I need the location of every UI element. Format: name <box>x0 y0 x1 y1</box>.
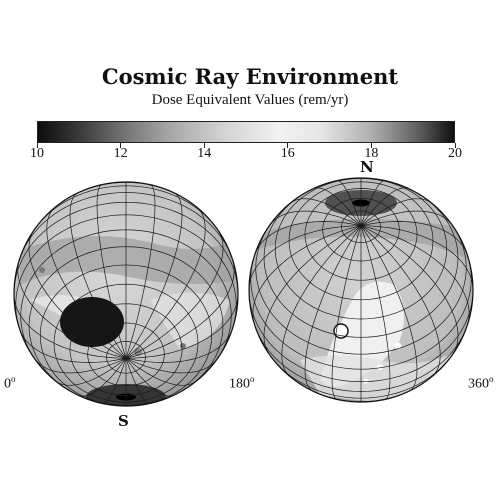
colorbar-tick-label: 16 <box>280 146 295 161</box>
graticule-line <box>125 330 233 363</box>
colorbar-tick-label: 12 <box>113 146 128 161</box>
graticule-line <box>304 225 362 392</box>
colorbar-tick <box>36 143 38 148</box>
graticule-line <box>360 180 385 226</box>
graticule-line <box>17 260 127 359</box>
graticule-line <box>125 357 217 374</box>
graticule-line <box>290 198 362 227</box>
graticule-line <box>125 208 206 359</box>
globe-north-hemisphere <box>249 178 473 402</box>
graticule-line <box>55 357 127 386</box>
graticule-line <box>281 225 362 376</box>
south-pole-label: S <box>118 412 129 430</box>
graticule-line <box>249 225 361 291</box>
graticule-line <box>313 187 362 227</box>
graticule-line <box>125 260 235 359</box>
graticule-line <box>69 192 127 359</box>
graticule-line <box>337 180 362 226</box>
graticule-line <box>19 330 127 363</box>
graticule-line <box>125 230 224 359</box>
colorbar-tick-label: 14 <box>197 146 212 161</box>
graticule-line <box>360 225 459 354</box>
graticule-line <box>46 208 127 359</box>
colorbar-tick <box>370 143 372 148</box>
graticule-line <box>35 357 127 374</box>
graticule-line <box>125 192 183 359</box>
graticule-line <box>125 357 174 397</box>
graticule-line <box>252 225 362 324</box>
longitude-label-0: 0o <box>4 374 16 392</box>
graticule-line <box>360 210 452 227</box>
map-title: Cosmic Ray Environment <box>101 64 399 89</box>
graticule-line <box>360 225 391 400</box>
colorbar-tick <box>454 143 456 148</box>
graticule-line <box>360 225 441 376</box>
longitude-label-180: 180o <box>229 374 255 392</box>
colorbar-tick-label: 18 <box>364 146 379 161</box>
graticule-line <box>28 230 127 359</box>
graticule-line <box>360 225 470 324</box>
colorbar-tick <box>120 143 122 148</box>
graticule-line <box>96 184 127 359</box>
hellas-dark-region <box>60 297 124 347</box>
map-subtitle: Dose Equivalent Values (rem/yr) <box>151 92 349 108</box>
graticule-line <box>125 184 156 359</box>
graticule-line <box>360 221 468 254</box>
graticule-line <box>125 358 150 404</box>
north-pole-label: N <box>360 158 374 176</box>
graticule-line <box>360 187 409 227</box>
graticule-line <box>361 225 473 291</box>
graticule-line <box>125 357 197 386</box>
graticule-line <box>126 293 238 359</box>
longitude-label-360: 360o <box>468 374 494 392</box>
graticule-line <box>78 357 127 397</box>
graticule-line <box>331 225 362 400</box>
colorbar-tick-label: 20 <box>448 146 462 161</box>
colorbar-tick <box>287 143 289 148</box>
graticule-line <box>360 198 432 227</box>
graticule-line <box>14 293 126 359</box>
graticule-line <box>102 358 127 404</box>
dose-colorbar <box>37 121 455 143</box>
graticule-line <box>270 210 362 227</box>
globe-south-hemisphere <box>14 182 238 406</box>
colorbar-tick <box>203 143 205 148</box>
graticule-line <box>254 221 362 254</box>
graticule-line <box>263 225 362 354</box>
colorbar-tick-label: 10 <box>30 146 44 161</box>
graticule-line <box>360 225 418 392</box>
